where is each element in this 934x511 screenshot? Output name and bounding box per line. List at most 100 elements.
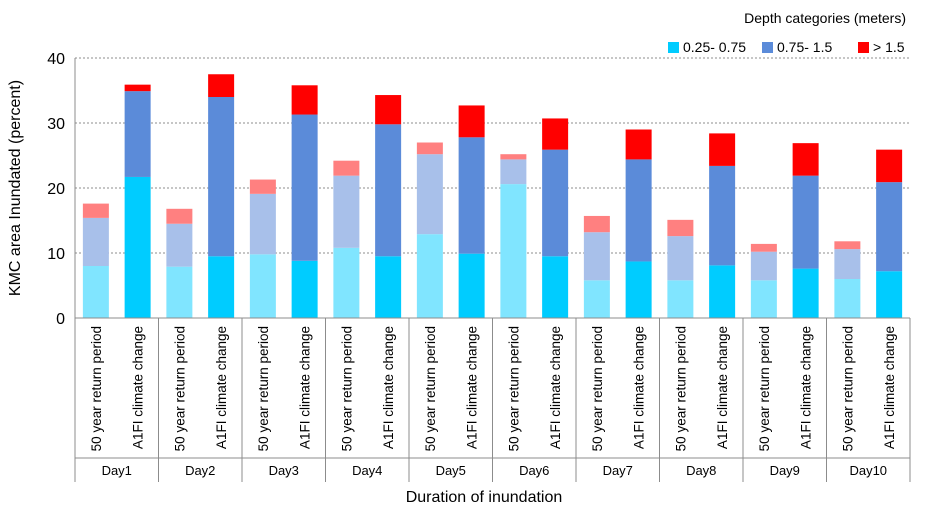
bar-segment-1	[458, 253, 485, 318]
bar-segment-1	[834, 279, 861, 318]
legend-title: Depth categories (meters)	[744, 10, 906, 26]
x-category-label: 50 year return period	[673, 326, 688, 451]
legend-label: 0.25- 0.75	[683, 39, 746, 55]
legend-label: > 1.5	[873, 39, 905, 55]
bar-segment-3	[249, 179, 276, 194]
x-group-label: Day7	[603, 463, 633, 478]
bar-segment-3	[166, 208, 193, 224]
x-category-label: 50 year return period	[172, 326, 187, 451]
bar-segment-1	[542, 256, 569, 318]
x-category-label: 50 year return period	[757, 326, 772, 451]
y-tick-label: 0	[56, 311, 65, 328]
bar-segment-2	[124, 91, 151, 177]
y-axis-ticks: 0 10 20 30 40	[47, 51, 65, 328]
x-category-label: A1FI climate change	[298, 326, 313, 449]
x-axis: 50 year return period A1FI climate change…	[74, 317, 911, 482]
bar-segment-3	[542, 118, 569, 150]
bar-segment-2	[208, 97, 235, 257]
bar-segment-3	[834, 241, 861, 250]
bar-segment-1	[333, 247, 360, 318]
x-axis-title: Duration of inundation	[406, 489, 563, 506]
bars	[82, 74, 903, 318]
bar-segment-2	[709, 165, 736, 266]
x-category-label: 50 year return period	[339, 326, 354, 451]
x-group-label: Day2	[185, 463, 215, 478]
x-category-label: 50 year return period	[423, 326, 438, 451]
bar-segment-1	[166, 266, 193, 318]
bar-segment-1	[876, 271, 903, 318]
bar-segment-2	[583, 232, 610, 281]
bar-segment-1	[625, 261, 652, 318]
bar-segment-3	[375, 95, 402, 125]
bar-segment-3	[82, 203, 109, 218]
x-category-label: A1FI climate change	[131, 326, 146, 449]
bar-segment-3	[625, 129, 652, 160]
bar-segment-2	[82, 217, 109, 266]
grid-lines	[74, 57, 910, 318]
bar-segment-1	[291, 260, 318, 318]
bar-segment-3	[416, 142, 443, 155]
x-category-label: 50 year return period	[590, 326, 605, 451]
y-axis-title: KMC area Inundated (percent)	[7, 80, 24, 296]
y-tick-label: 10	[47, 246, 65, 263]
x-group-label: Day5	[436, 463, 466, 478]
bar-segment-3	[750, 243, 777, 252]
bar-segment-2	[458, 137, 485, 254]
x-group-label: Day3	[269, 463, 299, 478]
bar-segment-1	[709, 265, 736, 318]
x-category-label: 50 year return period	[506, 326, 521, 451]
bar-segment-3	[583, 215, 610, 233]
bar-segment-2	[166, 223, 193, 267]
bar-segment-2	[416, 154, 443, 235]
bar-segment-1	[249, 254, 276, 318]
bar-segment-1	[792, 268, 819, 318]
bar-segment-1	[500, 184, 527, 318]
bar-segment-1	[124, 176, 151, 318]
x-category-label: A1FI climate change	[548, 326, 563, 449]
x-category-label: 50 year return period	[840, 326, 855, 451]
x-group-label: Day4	[352, 463, 382, 478]
bar-segment-3	[709, 133, 736, 166]
bar-segment-3	[458, 105, 485, 138]
x-group-label: Day6	[519, 463, 549, 478]
legend-swatch	[858, 42, 869, 53]
bar-segment-2	[876, 182, 903, 272]
bar-segment-2	[249, 193, 276, 255]
bar-segment-2	[792, 175, 819, 269]
bar-segment-2	[333, 175, 360, 248]
x-category-label: A1FI climate change	[632, 326, 647, 449]
bar-segment-2	[625, 159, 652, 262]
y-tick-label: 40	[47, 51, 65, 68]
bar-segment-3	[667, 219, 694, 237]
x-category-label: A1FI climate change	[381, 326, 396, 449]
bar-segment-1	[82, 266, 109, 318]
bar-segment-3	[333, 160, 360, 176]
x-category-label: A1FI climate change	[715, 326, 730, 449]
x-category-label: 50 year return period	[256, 326, 271, 451]
bar-segment-3	[876, 149, 903, 183]
x-group-label: Day1	[102, 463, 132, 478]
bar-segment-1	[750, 280, 777, 318]
x-category-label: A1FI climate change	[465, 326, 480, 449]
x-category-label: 50 year return period	[89, 326, 104, 451]
bar-segment-1	[416, 234, 443, 318]
bar-segment-2	[291, 114, 318, 261]
x-group-label: Day8	[686, 463, 716, 478]
bar-segment-3	[792, 143, 819, 176]
bar-segment-2	[542, 149, 569, 257]
bar-segment-3	[124, 84, 151, 92]
x-category-label: A1FI climate change	[214, 326, 229, 449]
x-group-label: Day10	[849, 463, 887, 478]
legend-swatch	[762, 42, 773, 53]
bar-segment-3	[291, 85, 318, 115]
x-category-label: A1FI climate change	[799, 326, 814, 449]
bar-segment-2	[667, 236, 694, 281]
legend-swatch	[668, 42, 679, 53]
bar-segment-1	[375, 256, 402, 318]
bar-segment-2	[750, 251, 777, 281]
bar-segment-3	[500, 154, 527, 160]
bar-segment-3	[208, 74, 235, 97]
y-tick-label: 20	[47, 181, 65, 198]
x-group-label: Day9	[770, 463, 800, 478]
